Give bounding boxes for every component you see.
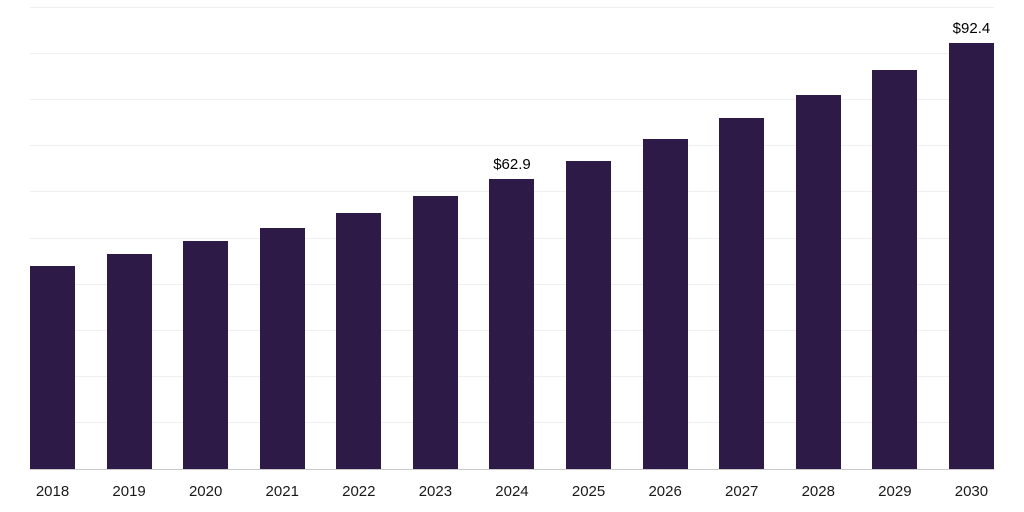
- bar-2024: $62.9: [489, 156, 535, 469]
- value-label-2030: $92.4: [952, 20, 991, 38]
- bar-column-2019: [106, 8, 152, 469]
- plot-area: $62.9 $92.4: [30, 7, 994, 470]
- gridline: [30, 145, 994, 147]
- x-axis-label-2020: 2020: [188, 483, 223, 500]
- gridline: [30, 53, 994, 55]
- x-axis-label-2026: 2026: [648, 483, 682, 500]
- value-label-2024: $62.9: [493, 156, 531, 174]
- bar-column-2024: $62.9: [489, 8, 535, 469]
- bar-column-2029: [872, 8, 918, 469]
- bar-2027: [719, 118, 765, 469]
- bar-2018: [30, 266, 75, 469]
- x-axis-label-2029: 2029: [878, 483, 912, 500]
- bar-2019: [106, 253, 152, 469]
- bar-2023: [412, 196, 458, 469]
- bar-column-2018: [30, 8, 75, 469]
- x-axis-label-2023: 2023: [418, 483, 453, 500]
- x-axis-label-2028: 2028: [801, 483, 835, 500]
- bar-2025: [566, 160, 612, 469]
- bar-column-2023: [412, 8, 458, 469]
- x-axis-label-2030: 2030: [954, 483, 989, 500]
- x-axis-label-2022: 2022: [342, 483, 376, 500]
- x-axis-label-2024: 2024: [495, 483, 529, 500]
- gridline: [30, 99, 994, 101]
- gridline: [30, 7, 994, 8]
- bar-column-2027: [719, 8, 765, 469]
- bar-2026: [642, 139, 688, 469]
- bar-column-2026: [642, 8, 688, 469]
- bar-column-2025: [566, 8, 612, 469]
- x-axis-label-2018: 2018: [35, 483, 70, 500]
- bar-column-2020: [183, 8, 229, 469]
- x-axis-label-2019: 2019: [112, 483, 146, 500]
- bar-2021: [259, 227, 305, 469]
- x-axis-labels: 2018 2019 2020 2021 2022 2023 2024 2025 2026 2027…: [30, 470, 994, 500]
- bar-column-2028: [795, 8, 841, 469]
- x-axis-label-2021: 2021: [265, 483, 299, 500]
- bar-2028: [795, 94, 841, 469]
- bar-column-2021: [259, 8, 305, 469]
- bar-column-2030: $92.4: [948, 8, 994, 469]
- bar-2029: [872, 70, 918, 469]
- bar-2030: $92.4: [948, 20, 994, 469]
- bar-2022: [336, 212, 382, 469]
- x-axis-label-2025: 2025: [571, 483, 606, 500]
- bar-column-2022: [336, 8, 382, 469]
- bars-row: $62.9 $92.4: [30, 8, 994, 469]
- x-axis-label-2027: 2027: [725, 483, 759, 500]
- bar-2020: [183, 240, 229, 469]
